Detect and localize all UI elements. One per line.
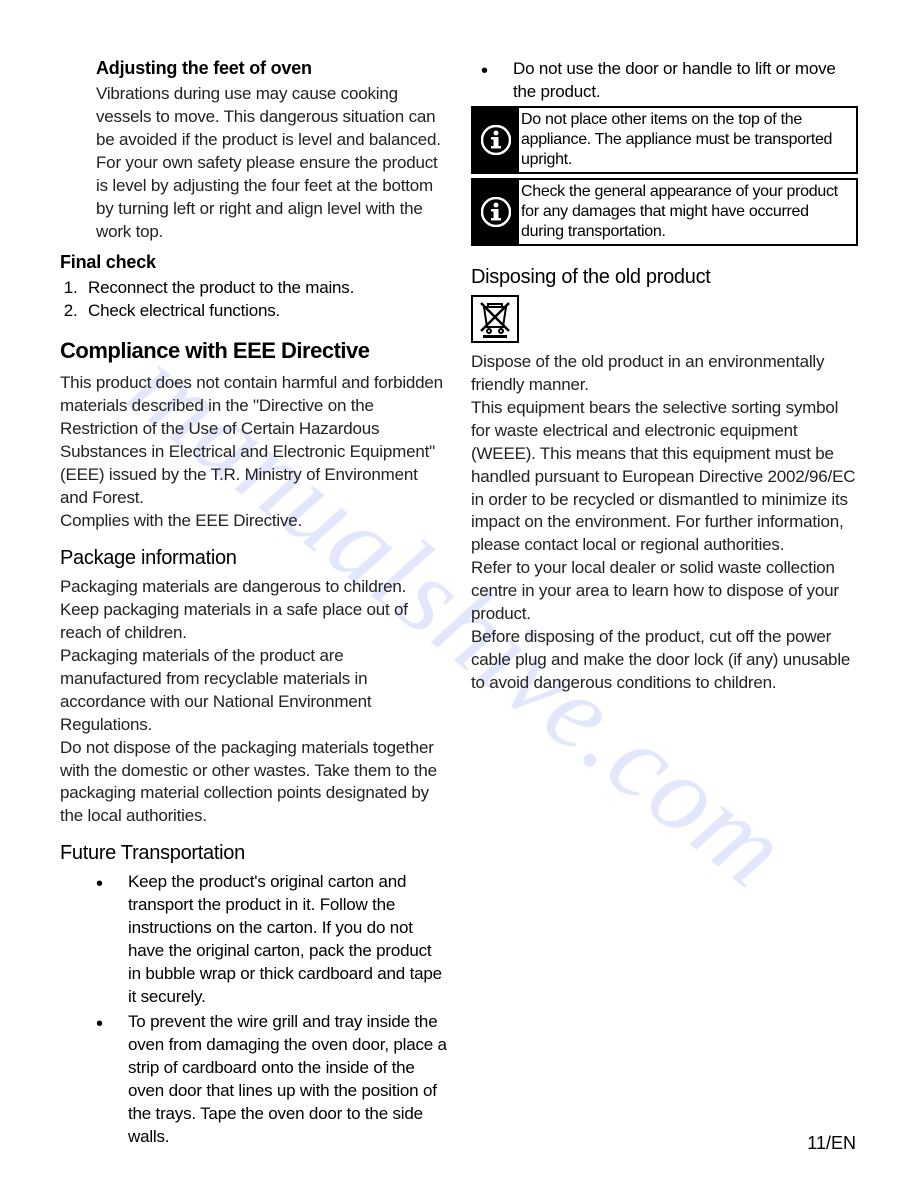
text-adjusting-p1: Vibrations during use may cause cooking …: [60, 83, 447, 152]
future-transport-item-1: Keep the product's original carton and t…: [96, 871, 447, 1009]
text-package-p1: Packaging materials are dangerous to chi…: [60, 576, 447, 645]
text-disposing-p2: This equipment bears the selective sorti…: [471, 397, 858, 558]
left-column: Adjusting the feet of oven Vibrations du…: [60, 58, 447, 1151]
text-compliance-p2: Complies with the EEE Directive.: [60, 510, 447, 533]
heading-package-info: Package information: [60, 547, 447, 570]
info-icon: [473, 180, 519, 244]
notice-box-2: Check the general appearance of your pro…: [471, 178, 858, 246]
heading-final-check: Final check: [60, 252, 447, 273]
heading-disposing: Disposing of the old product: [471, 266, 858, 289]
heading-compliance: Compliance with EEE Directive: [60, 338, 447, 364]
final-check-item-2: Check electrical functions.: [82, 300, 447, 323]
notice-text-2: Check the general appearance of your pro…: [519, 180, 856, 244]
text-adjusting-p2: For your own safety please ensure the pr…: [60, 152, 447, 244]
text-disposing-p1: Dispose of the old product in an environ…: [471, 351, 858, 397]
final-check-list: Reconnect the product to the mains. Chec…: [60, 277, 447, 323]
heading-future-transport: Future Transportation: [60, 842, 447, 865]
text-package-p2: Packaging materials of the product are m…: [60, 645, 447, 737]
right-column: Do not use the door or handle to lift or…: [471, 58, 858, 1151]
heading-adjusting-feet: Adjusting the feet of oven: [60, 58, 447, 79]
weee-icon: [471, 295, 519, 343]
top-bullet-list: Do not use the door or handle to lift or…: [471, 58, 858, 104]
future-transport-list: Keep the product's original carton and t…: [60, 871, 447, 1148]
text-package-p3: Do not dispose of the packaging material…: [60, 737, 447, 829]
text-disposing-p4: Before disposing of the product, cut off…: [471, 626, 858, 695]
final-check-item-1: Reconnect the product to the mains.: [82, 277, 447, 300]
text-compliance-p1: This product does not contain harmful an…: [60, 372, 447, 510]
info-icon: [473, 108, 519, 172]
notice-box-1: Do not place other items on the top of t…: [471, 106, 858, 174]
text-disposing-p3: Refer to your local dealer or solid wast…: [471, 557, 858, 626]
notice-text-1: Do not place other items on the top of t…: [519, 108, 856, 172]
top-bullet-item: Do not use the door or handle to lift or…: [471, 58, 858, 104]
future-transport-item-2: To prevent the wire grill and tray insid…: [96, 1011, 447, 1149]
